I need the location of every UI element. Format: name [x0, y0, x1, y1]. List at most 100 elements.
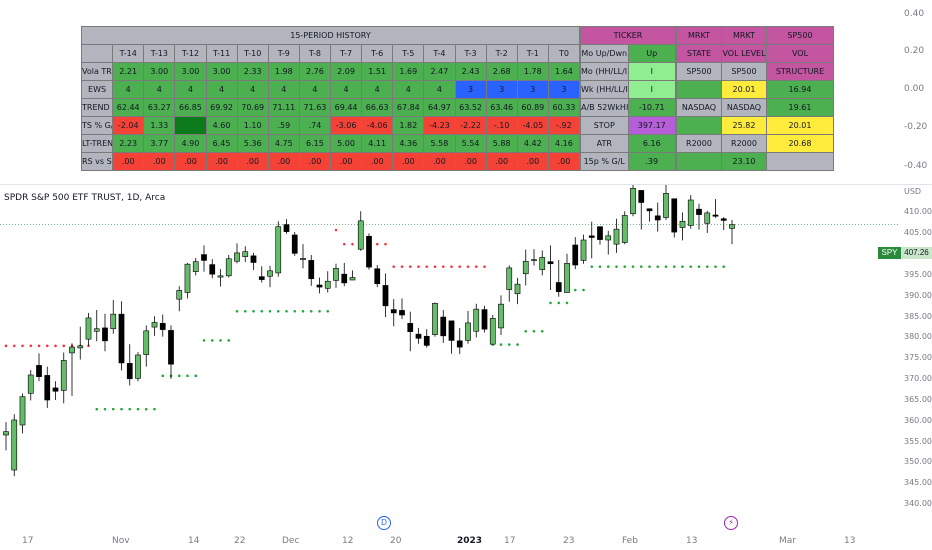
candle[interactable]: [514, 277, 521, 305]
candle[interactable]: [382, 273, 389, 318]
candle[interactable]: [234, 243, 240, 264]
candle[interactable]: [192, 257, 199, 276]
candle[interactable]: [580, 234, 587, 264]
candle[interactable]: [539, 250, 546, 276]
candle[interactable]: [704, 210, 711, 233]
candle[interactable]: [712, 199, 719, 218]
candle[interactable]: [564, 253, 570, 293]
candle[interactable]: [60, 352, 67, 404]
candle[interactable]: [118, 301, 125, 371]
candle[interactable]: [473, 303, 480, 338]
candle[interactable]: [646, 208, 653, 222]
history-cell: 1.33: [143, 116, 176, 135]
candle[interactable]: [498, 295, 504, 335]
candle[interactable]: [69, 343, 75, 396]
candle[interactable]: [209, 259, 216, 279]
price-chart[interactable]: [0, 185, 932, 550]
candle[interactable]: [448, 320, 455, 354]
candle[interactable]: [52, 381, 59, 400]
candle[interactable]: [176, 286, 183, 312]
candle[interactable]: [679, 212, 686, 241]
candle[interactable]: [184, 262, 191, 299]
candle[interactable]: [135, 352, 141, 382]
candle[interactable]: [258, 266, 265, 283]
candle[interactable]: [143, 325, 150, 367]
candle[interactable]: [341, 262, 348, 287]
candle[interactable]: [481, 305, 488, 333]
candle[interactable]: [415, 327, 422, 344]
candle[interactable]: [696, 203, 702, 230]
candle[interactable]: [201, 245, 207, 272]
candle[interactable]: [720, 217, 727, 230]
candle[interactable]: [621, 211, 628, 245]
candle[interactable]: [77, 326, 84, 360]
candle[interactable]: [630, 185, 636, 217]
candle[interactable]: [291, 232, 298, 256]
candle[interactable]: [597, 226, 603, 245]
candle[interactable]: [36, 353, 42, 382]
candle[interactable]: [333, 263, 339, 288]
pane-separator[interactable]: [0, 184, 932, 185]
candle[interactable]: [151, 316, 158, 336]
candle[interactable]: [316, 277, 323, 294]
earnings-event-icon[interactable]: ⚡: [724, 516, 738, 530]
candle[interactable]: [440, 310, 447, 343]
candle[interactable]: [217, 269, 224, 287]
price-axis[interactable]: USD410.00405.00400.00395.00390.00385.003…: [900, 185, 932, 525]
history-cell: .00: [267, 152, 300, 171]
candle-body: [11, 419, 18, 471]
candle[interactable]: [456, 327, 463, 355]
candle[interactable]: [613, 218, 620, 253]
candle[interactable]: [588, 221, 595, 259]
candle-body: [27, 374, 34, 394]
candle[interactable]: [267, 265, 273, 288]
candle[interactable]: [489, 315, 496, 345]
candle[interactable]: [349, 270, 356, 281]
candle[interactable]: [242, 246, 249, 263]
candle[interactable]: [11, 414, 18, 477]
candle[interactable]: [605, 230, 612, 255]
candle[interactable]: [423, 329, 430, 348]
candle[interactable]: [671, 198, 678, 238]
candle[interactable]: [654, 202, 661, 232]
candle[interactable]: [572, 237, 579, 270]
candle[interactable]: [283, 219, 290, 234]
candle[interactable]: [110, 300, 117, 334]
candle[interactable]: [465, 310, 471, 344]
candle[interactable]: [531, 249, 537, 266]
candle[interactable]: [638, 190, 645, 230]
candle[interactable]: [687, 195, 694, 229]
indicator-axis[interactable]: 0.40 0.20 0.00 -0.20 -0.40: [900, 0, 932, 184]
candle[interactable]: [27, 370, 34, 401]
candle[interactable]: [374, 265, 381, 288]
candle[interactable]: [432, 302, 438, 337]
candle[interactable]: [159, 314, 166, 337]
candle[interactable]: [44, 366, 51, 408]
candle[interactable]: [126, 344, 133, 386]
candle[interactable]: [3, 422, 9, 451]
candle[interactable]: [729, 220, 735, 245]
candle[interactable]: [85, 312, 92, 346]
candle[interactable]: [19, 393, 26, 434]
candle[interactable]: [506, 265, 513, 302]
candle[interactable]: [168, 325, 174, 379]
candle[interactable]: [547, 245, 554, 290]
candle[interactable]: [324, 271, 331, 293]
dividend-event-icon[interactable]: D: [377, 516, 391, 530]
candle[interactable]: [366, 233, 372, 270]
candle[interactable]: [357, 211, 364, 251]
candle[interactable]: [308, 255, 315, 286]
candle[interactable]: [275, 221, 282, 277]
candle[interactable]: [102, 313, 108, 352]
candle[interactable]: [390, 299, 397, 327]
candle[interactable]: [250, 252, 257, 270]
candle[interactable]: [555, 260, 562, 297]
candle[interactable]: [407, 311, 414, 352]
time-axis[interactable]: 17 Nov 14 22 Dec 12 20 2023 17 23 Feb 13 Mar 13: [0, 530, 900, 550]
candle[interactable]: [93, 310, 100, 342]
candle[interactable]: [522, 249, 529, 286]
candle[interactable]: [300, 244, 306, 269]
candle[interactable]: [663, 185, 669, 220]
candle[interactable]: [399, 298, 405, 320]
candle[interactable]: [225, 255, 232, 278]
